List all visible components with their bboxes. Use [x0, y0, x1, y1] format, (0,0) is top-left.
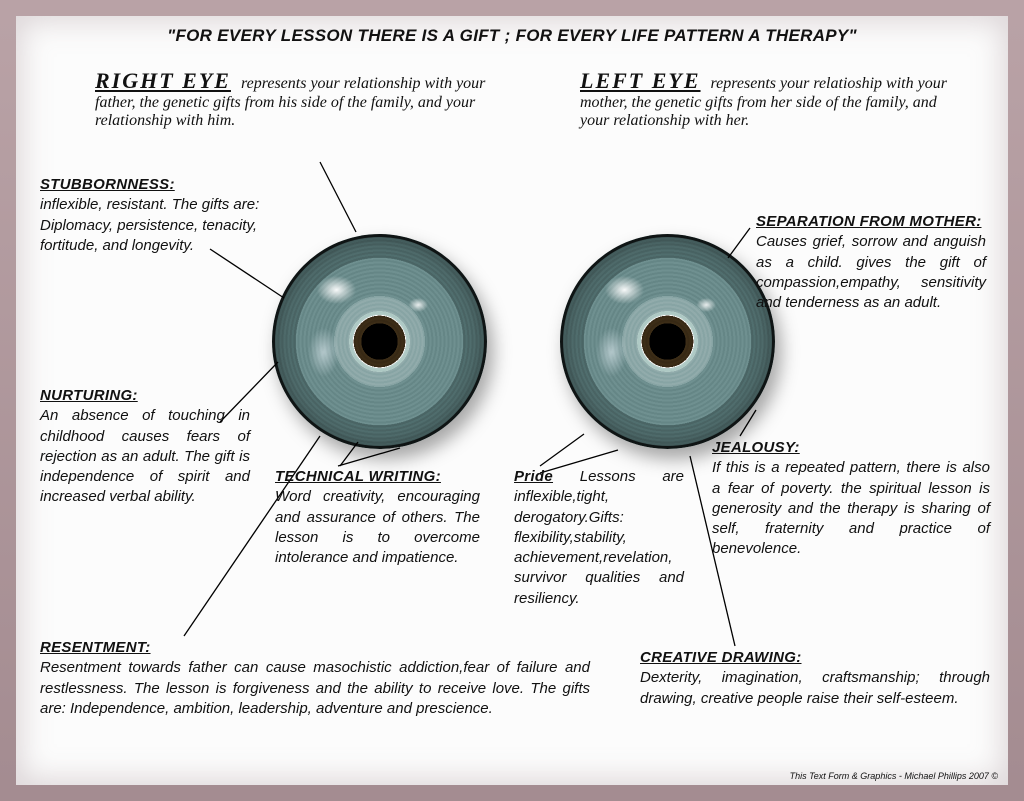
technical-block: TECHNICAL WRITING: Word creativity, enco…: [275, 467, 480, 568]
jealousy-body: If this is a repeated pattern, there is …: [712, 459, 990, 557]
pride-body: Lessons are inflexible,tight, derogatory…: [514, 468, 684, 607]
resentment-body: Resentment towards father can cause maso…: [40, 659, 590, 717]
creative-block: CREATIVE DRAWING: Dexterity, imagination…: [640, 648, 990, 709]
separation-body: Causes grief, sorrow and anguish as a ch…: [756, 233, 986, 311]
nurturing-title: NURTURING:: [40, 387, 138, 404]
stubbornness-title: STUBBORNNESS:: [40, 176, 175, 193]
resentment-block: RESENTMENT: Resentment towards father ca…: [40, 638, 590, 719]
pride-title: Pride: [514, 468, 553, 485]
separation-title: SEPARATION FROM MOTHER:: [756, 213, 982, 230]
technical-title: TECHNICAL WRITING:: [275, 468, 441, 485]
separation-block: SEPARATION FROM MOTHER: Causes grief, so…: [756, 212, 986, 313]
right-eye-title: RIGHT EYE: [95, 68, 231, 93]
right-eye-header: RIGHT EYE represents your relationship w…: [95, 68, 495, 130]
left-eye-title: LEFT EYE: [580, 68, 701, 93]
stubbornness-body: inflexible, resistant. The gifts are: Di…: [40, 196, 259, 254]
nurturing-body: An absence of touching in childhood caus…: [40, 407, 250, 505]
header-quote: "FOR EVERY LESSON THERE IS A GIFT ; FOR …: [20, 26, 1004, 46]
stubbornness-block: STUBBORNNESS: inflexible, resistant. The…: [40, 175, 310, 256]
left-eye-header: LEFT EYE represents your relatioship wit…: [580, 68, 960, 130]
page-content: "FOR EVERY LESSON THERE IS A GIFT ; FOR …: [20, 20, 1004, 781]
creative-title: CREATIVE DRAWING:: [640, 649, 802, 666]
nurturing-block: NURTURING: An absence of touching in chi…: [40, 386, 250, 508]
credit-line: This Text Form & Graphics - Michael Phil…: [790, 771, 998, 781]
left-eye-iris: [560, 234, 775, 449]
creative-body: Dexterity, imagination, craftsmanship; t…: [640, 669, 990, 706]
technical-body: Word creativity, encour­aging and assura…: [275, 488, 480, 566]
resentment-title: RESENTMENT:: [40, 639, 151, 656]
jealousy-title: JEALOUSY:: [712, 439, 800, 456]
jealousy-block: JEALOUSY: If this is a repeated pattern,…: [712, 438, 990, 560]
pride-block: Pride Lessons are inflexible,tight, dero…: [514, 467, 684, 609]
right-eye-iris: [272, 234, 487, 449]
